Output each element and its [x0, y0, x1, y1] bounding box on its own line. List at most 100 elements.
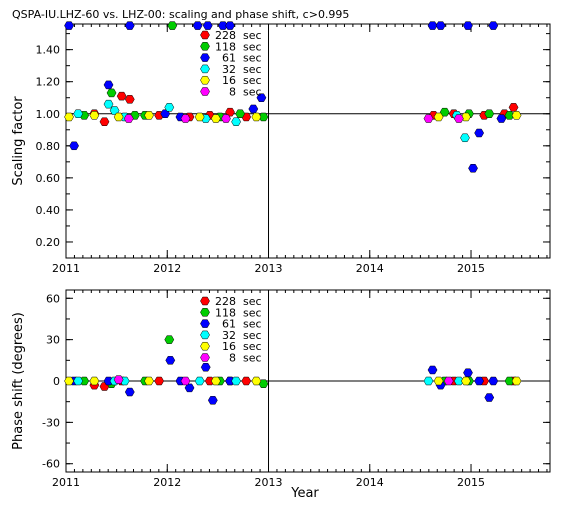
data-point [192, 21, 203, 30]
x-tick-label: 2013 [255, 476, 283, 489]
data-point [248, 104, 259, 114]
legend-label: sec [243, 86, 262, 99]
data-point [165, 356, 176, 365]
legend-marker [200, 296, 210, 306]
data-point [64, 376, 74, 386]
legend-label: 32 [222, 63, 236, 76]
data-point [164, 103, 175, 112]
legend-marker [200, 87, 210, 96]
data-point [221, 114, 231, 123]
data-point [144, 111, 154, 120]
legend-label: 228 [215, 295, 236, 308]
data-point [251, 112, 262, 122]
y-tick-label: 60 [46, 292, 60, 305]
data-point [461, 376, 471, 386]
legend-label: 32 [222, 329, 236, 342]
data-point [103, 80, 114, 90]
data-point [124, 95, 135, 104]
data-point [103, 376, 114, 386]
data-point [202, 21, 213, 30]
legend-label: sec [243, 40, 262, 53]
data-point [511, 376, 522, 386]
data-point [225, 107, 235, 117]
data-point [508, 103, 519, 112]
legend-marker [200, 30, 210, 40]
data-point [64, 21, 74, 30]
x-tick-label: 2012 [153, 262, 181, 275]
data-point [204, 376, 215, 386]
legend-label: sec [243, 29, 262, 42]
data-point [194, 376, 205, 386]
data-point [99, 117, 110, 126]
data-point [164, 335, 175, 344]
y-tick-label: 0.80 [36, 140, 61, 153]
legend-label: sec [243, 74, 262, 87]
legend-label: sec [243, 318, 262, 331]
data-point [453, 114, 464, 123]
data-point [103, 99, 114, 109]
y-tick-label: -30 [42, 416, 60, 429]
data-point [453, 376, 464, 386]
legend-label: 8 [229, 86, 236, 99]
y-tick-label: 0 [53, 375, 60, 388]
data-point [180, 114, 191, 123]
data-point [207, 396, 218, 405]
data-point [73, 109, 84, 118]
legend-label: 61 [222, 318, 236, 331]
data-point [504, 376, 515, 386]
data-point [231, 376, 241, 386]
x-tick-label: 2014 [356, 476, 384, 489]
data-point [180, 376, 191, 386]
scaling-panel: 0.20 0.40 0.60 0.80 1.00 1.20 1.40 2011 2012 2013… [36, 21, 551, 275]
data-point [113, 112, 124, 122]
legend-label: 228 [215, 29, 236, 42]
x-tick-label: 2015 [457, 262, 485, 275]
chart-title: QSPA-IU.LHZ-60 vs. LHZ-00: scaling and p… [12, 8, 349, 21]
data-point [167, 21, 178, 30]
data-point [439, 107, 450, 117]
data-point [194, 112, 205, 122]
data-point [460, 133, 470, 143]
x-tick-label: 2015 [457, 476, 485, 489]
data-point [468, 164, 478, 173]
data-point [484, 393, 495, 402]
data-point [154, 376, 165, 386]
legend-marker [200, 341, 210, 351]
data-point [484, 109, 495, 118]
data-point [241, 376, 252, 386]
data-point [433, 376, 444, 386]
data-point [124, 387, 135, 397]
data-point [256, 93, 267, 102]
data-point [144, 376, 154, 386]
x-tick-label: 2012 [153, 476, 181, 489]
legend-label: sec [243, 352, 262, 365]
legend-marker [200, 64, 210, 74]
data-point [184, 383, 195, 393]
phase-panel: -60 -30 0 30 60 2011 2012 2013 2014 2015 228 sec 118… [42, 289, 551, 489]
legend-marker [200, 53, 210, 62]
data-point [511, 111, 522, 120]
legend-marker [200, 330, 210, 340]
legend-label: sec [243, 329, 262, 342]
data-point [113, 375, 124, 384]
legend-label: 8 [229, 352, 236, 365]
data-point [69, 141, 79, 151]
legend-label: sec [243, 340, 262, 353]
plot-frame [65, 23, 551, 259]
legend-marker [200, 75, 210, 85]
x-tick-label: 2011 [52, 262, 80, 275]
y-tick-label: 0.40 [36, 204, 61, 217]
data-point [231, 117, 241, 126]
data-point [116, 91, 127, 101]
y-tick-label: 0.60 [36, 172, 61, 185]
y-tick-label: 1.20 [36, 76, 61, 89]
x-tick-label: 2011 [52, 476, 80, 489]
data-point [210, 376, 221, 386]
data-point [435, 21, 446, 30]
data-point [89, 376, 100, 386]
data-point [210, 114, 221, 123]
data-point [235, 109, 246, 118]
data-point [106, 88, 117, 98]
legend-label: sec [243, 52, 262, 65]
data-point [488, 376, 499, 386]
